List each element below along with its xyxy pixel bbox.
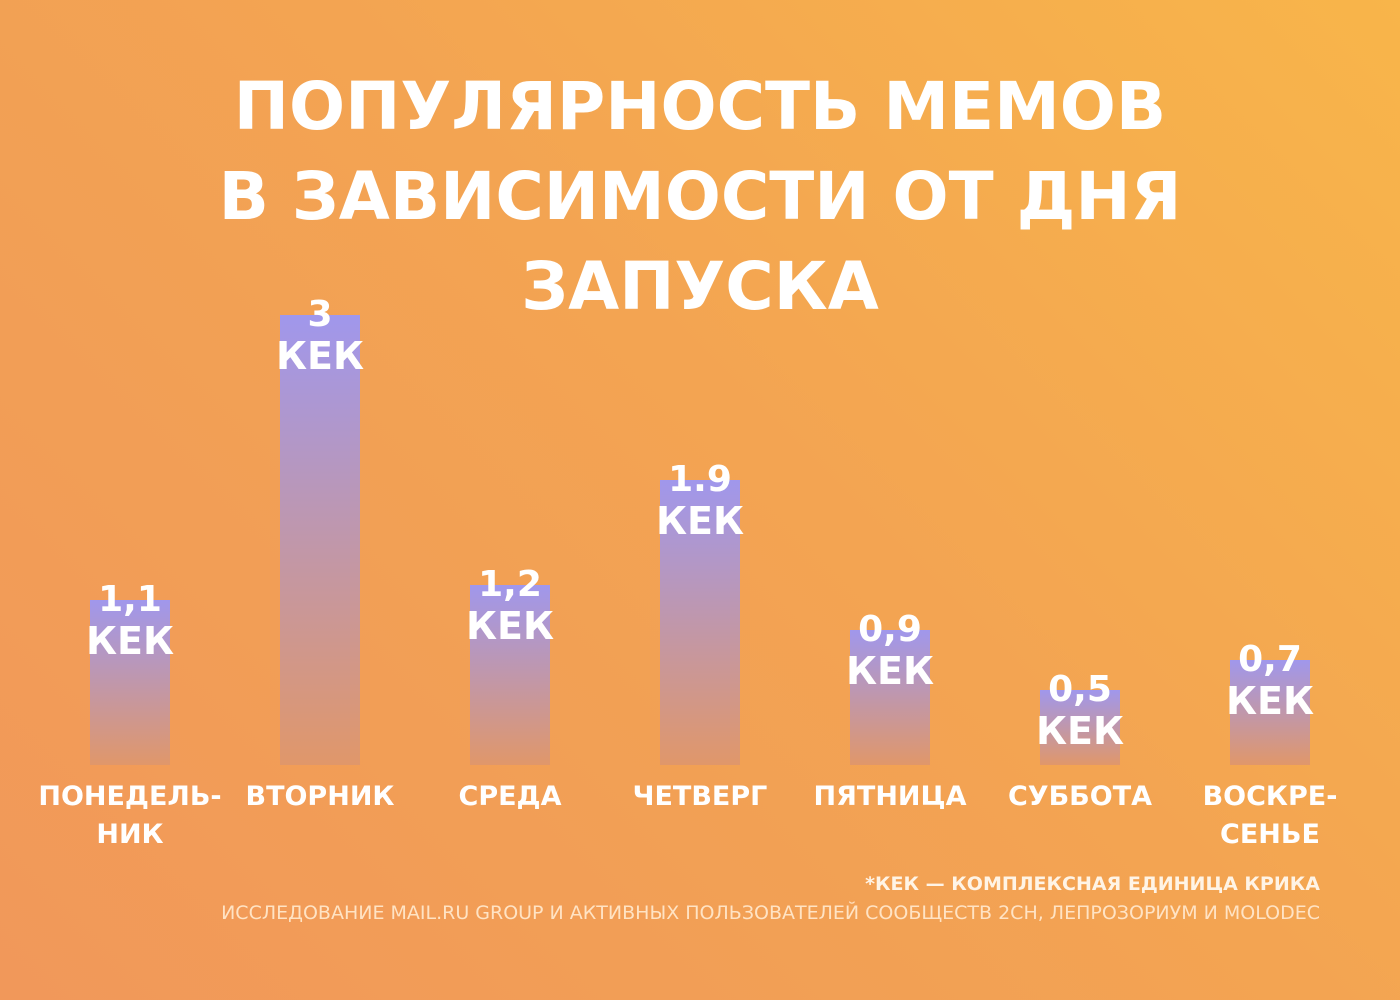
category-label-line: НИК <box>96 819 164 850</box>
category-label-7: ВОСКРЕ- СЕНЬЕ <box>1170 778 1370 854</box>
bar-unit-label-1: КЕК <box>86 619 174 663</box>
bar-unit-label-4: КЕК <box>656 499 744 543</box>
bar-value-label-2: 3 <box>307 294 332 335</box>
category-label-line: ПЯТНИЦА <box>813 781 967 812</box>
category-label-line: СРЕДА <box>458 781 562 812</box>
category-label-line: ПОНЕДЕЛЬ- <box>38 781 222 812</box>
bar-4 <box>660 480 740 765</box>
bar-unit-label-5: КЕК <box>846 649 934 693</box>
category-label-4: ЧЕТВЕРГ <box>600 778 800 816</box>
category-label-6: СУББОТА <box>980 778 1180 816</box>
footnote: *КЕК — КОМПЛЕКСНАЯ ЕДИНИЦА КРИКА <box>865 873 1320 895</box>
bar-unit-label-6: КЕК <box>1036 709 1124 753</box>
chart-title-line-3: ЗАПУСКА <box>521 248 879 325</box>
bar-value-label-3: 1,2 <box>478 564 542 605</box>
bar-value-label-7: 0,7 <box>1238 639 1302 680</box>
bar-5 <box>850 630 930 765</box>
bar-unit-label-2: КЕК <box>276 334 364 378</box>
bar-value-label-4: 1.9 <box>668 459 732 500</box>
category-label-3: СРЕДА <box>410 778 610 816</box>
category-label-line: ВОСКРЕ- <box>1202 781 1338 812</box>
category-label-line: ВТОРНИК <box>245 781 395 812</box>
category-label-line: СУББОТА <box>1007 781 1153 812</box>
bar-value-label-6: 0,5 <box>1048 669 1112 710</box>
category-label-2: ВТОРНИК <box>220 778 420 816</box>
bar-7 <box>1230 660 1310 765</box>
bar-value-label-5: 0,9 <box>858 609 922 650</box>
bar-3 <box>470 585 550 765</box>
bar-unit-label-7: КЕК <box>1226 679 1314 723</box>
chart-title: ПОПУЛЯРНОСТЬ МЕМОВ В ЗАВИСИМОСТИ ОТ ДНЯ … <box>0 62 1400 332</box>
chart-title-line-2: В ЗАВИСИМОСТИ ОТ ДНЯ <box>218 158 1182 235</box>
source-note: ИССЛЕДОВАНИЕ MAIL.RU GROUP И АКТИВНЫХ ПО… <box>221 902 1320 924</box>
bar-value-label-1: 1,1 <box>98 579 162 620</box>
category-label-line: ЧЕТВЕРГ <box>632 781 768 812</box>
bar-6 <box>1040 690 1120 765</box>
category-label-line: СЕНЬЕ <box>1220 819 1320 850</box>
chart-title-line-1: ПОПУЛЯРНОСТЬ МЕМОВ <box>233 68 1167 145</box>
category-label-5: ПЯТНИЦА <box>790 778 990 816</box>
bar-unit-label-3: КЕК <box>466 604 554 648</box>
bar-1 <box>90 600 170 765</box>
category-label-1: ПОНЕДЕЛЬ- НИК <box>30 778 230 854</box>
bar-2 <box>280 315 360 765</box>
